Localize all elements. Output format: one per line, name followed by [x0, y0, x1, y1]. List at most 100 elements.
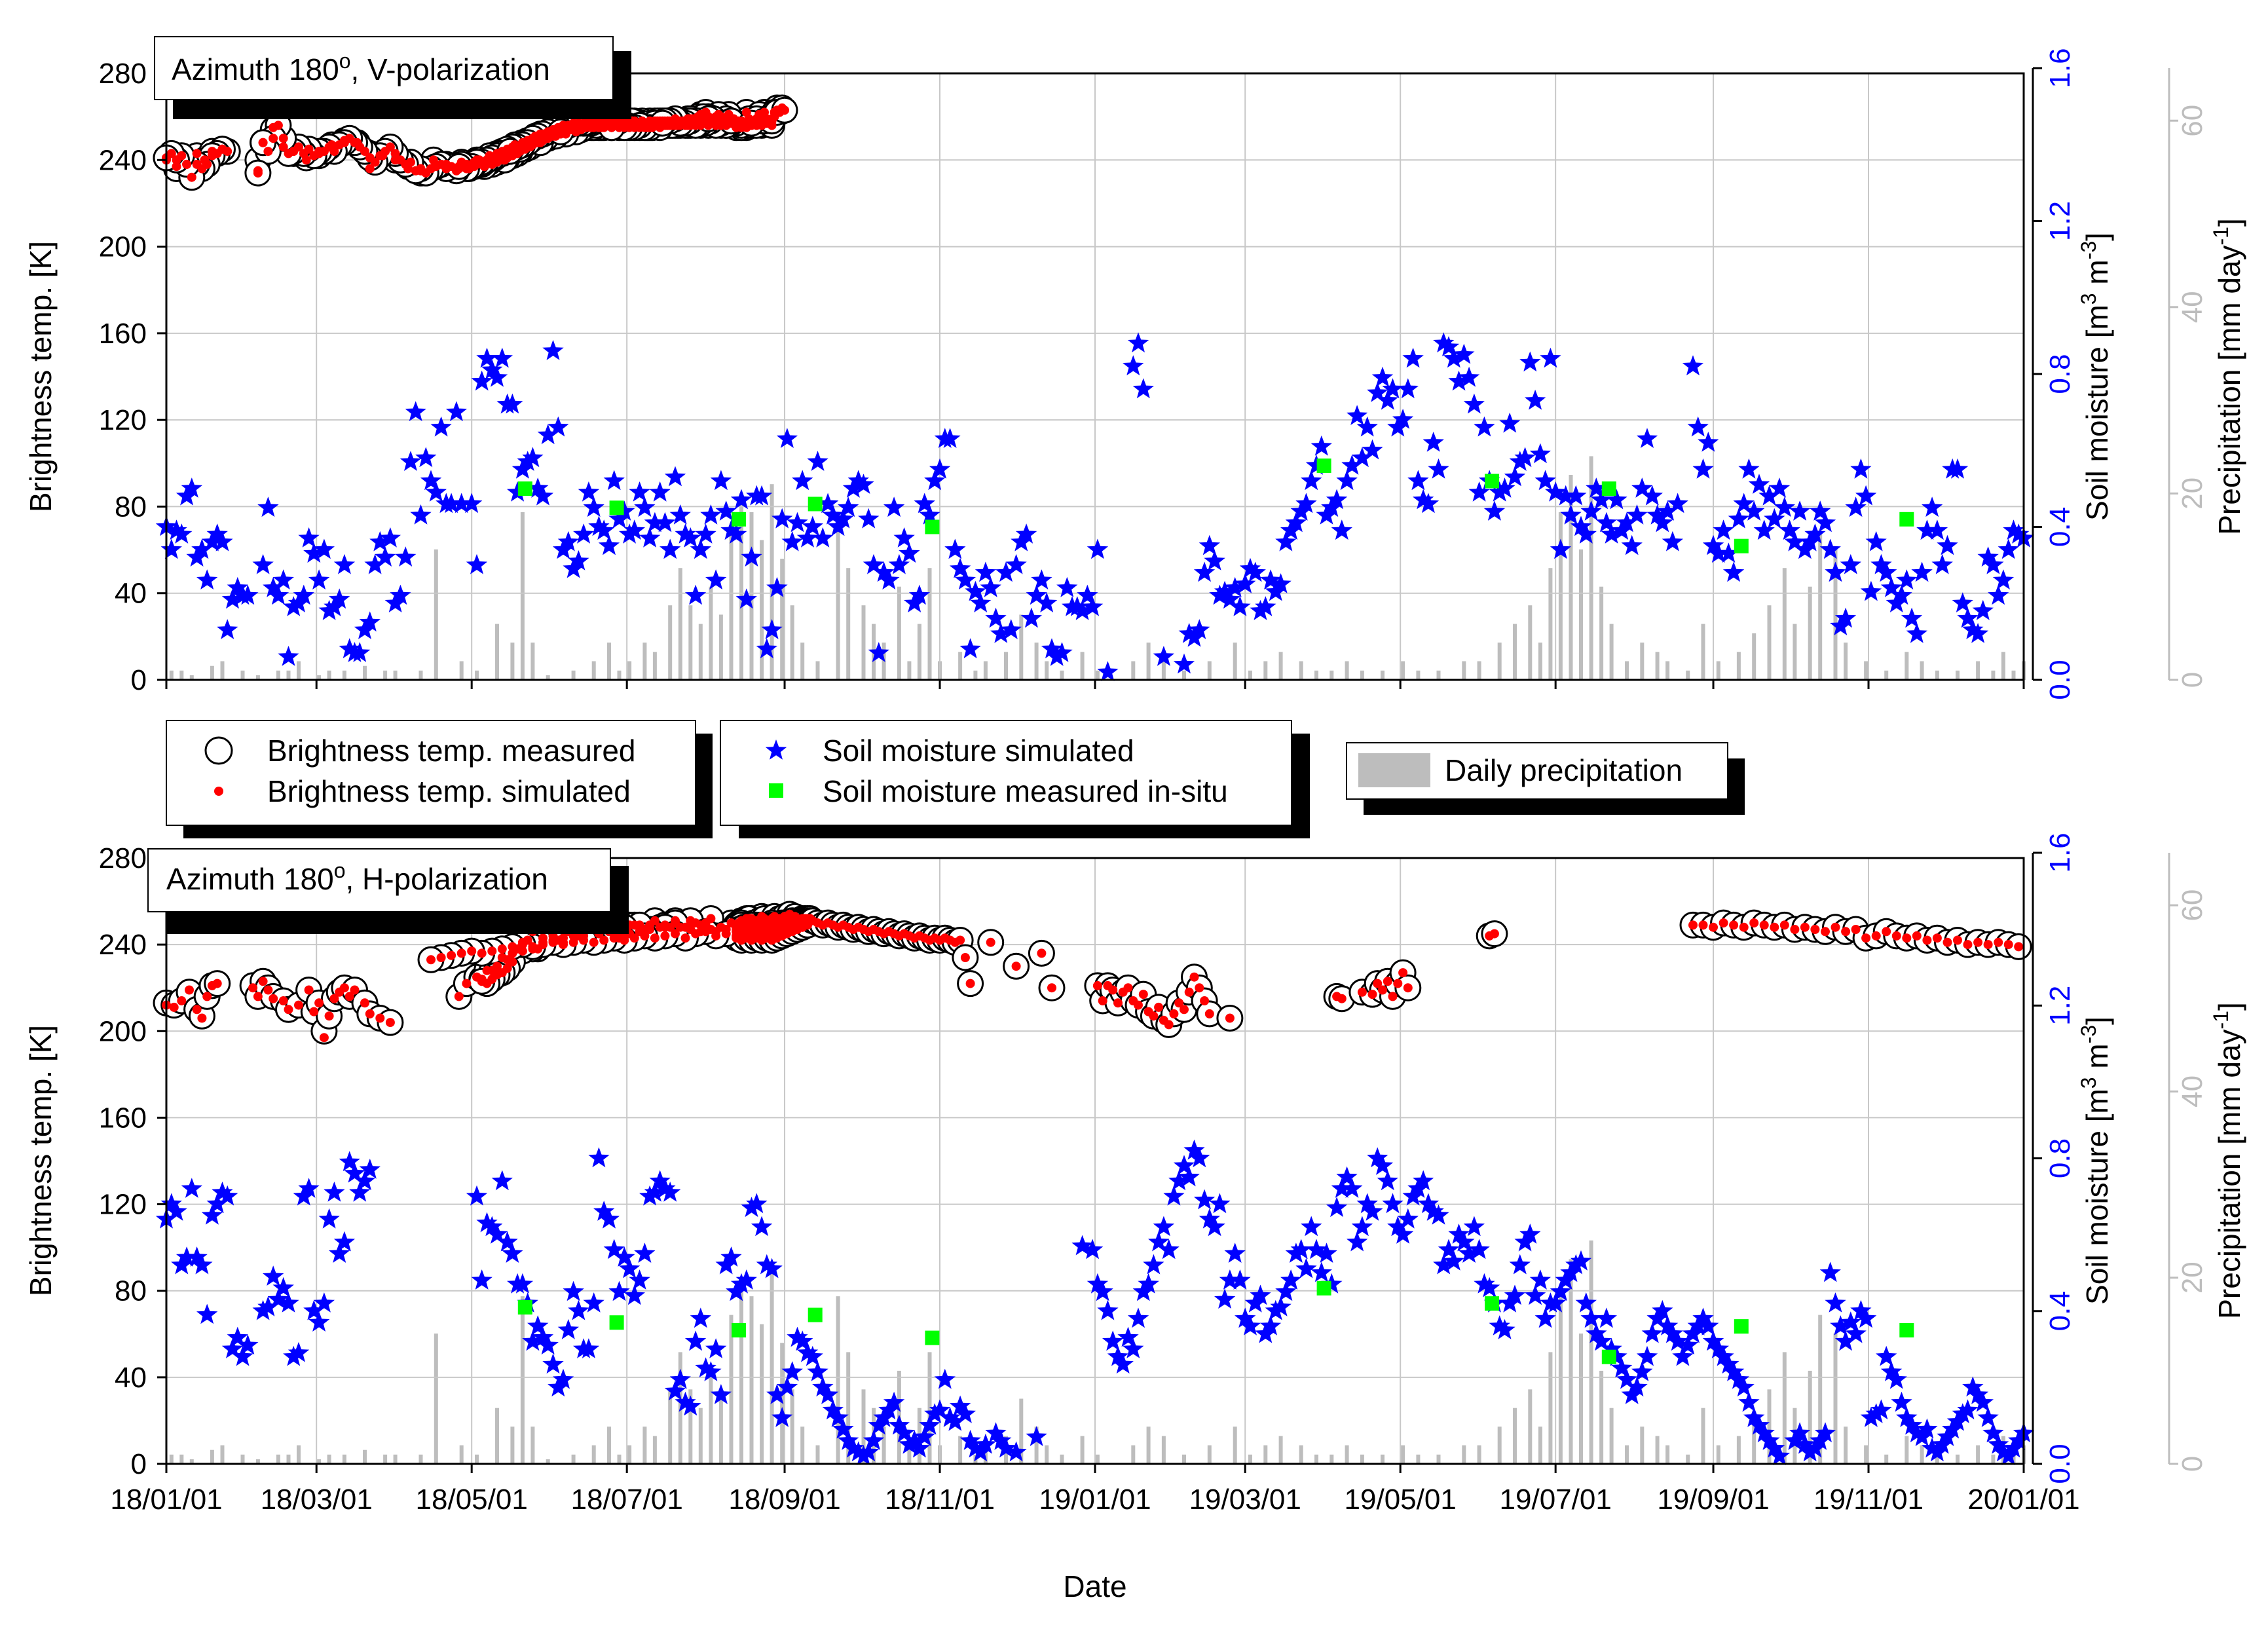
sm-sim-star	[1367, 382, 1388, 402]
sm-sim-star	[1524, 389, 1546, 410]
bt-simulated-marker	[192, 159, 202, 169]
sm-sim-star	[914, 493, 935, 514]
bt-simulated-marker	[1841, 927, 1851, 937]
bt-simulated-marker	[686, 916, 696, 925]
sm-sim-star	[792, 470, 813, 491]
bt-simulated-marker	[365, 164, 375, 174]
bt-simulated-marker	[477, 977, 487, 986]
panel-title-h: Azimuth 180o, H-polarization	[147, 848, 629, 934]
bt-simulated-marker	[650, 933, 660, 943]
sm-sim-star	[1321, 1273, 1343, 1294]
precip-bar	[1034, 643, 1039, 680]
panel-title-v-main: Azimuth 180	[172, 52, 339, 86]
sm-sim-star	[812, 527, 834, 548]
sm-sim-star	[1474, 416, 1495, 437]
sm-sim-star	[217, 619, 238, 639]
sm-sim-star	[1433, 332, 1455, 353]
sm-sim-star	[1026, 1426, 1047, 1446]
sm-sim-star	[1860, 580, 1882, 601]
sm-sim-star	[1087, 538, 1109, 559]
sm-sim-star	[1580, 500, 1602, 521]
sm-sim-star	[1509, 1254, 1531, 1275]
precip-bar	[1589, 456, 1593, 680]
sm-sim-star	[1774, 496, 1795, 517]
sm-sim-star	[548, 416, 569, 437]
sm-sim-star	[766, 1384, 788, 1404]
precip-bar	[1161, 1436, 1166, 1464]
precip-bar	[530, 1427, 535, 1464]
ylabel-bt-h: Brightness temp. [K]	[24, 1025, 58, 1296]
precip-bar	[1278, 652, 1283, 680]
sm-sim-star	[1438, 336, 1460, 356]
ylabel-sm-v-sup2: -3	[2077, 241, 2100, 259]
left-tick-label: 200	[99, 1015, 147, 1047]
bt-simulated-marker	[556, 127, 566, 137]
sm-sim-star	[1804, 523, 1826, 544]
precip-bar	[1569, 1259, 1573, 1464]
sm-sim-star	[1193, 561, 1216, 582]
sm-sim-star	[730, 1273, 753, 1294]
precip-bar	[1884, 670, 1889, 680]
sm-sim-star	[537, 1334, 559, 1354]
sm-sim-star	[476, 347, 498, 368]
bt-simulated-marker	[1902, 933, 1912, 943]
sm-sim-star	[2003, 519, 2024, 540]
precip-bar	[1716, 661, 1720, 680]
sm-sim-star	[1560, 504, 1582, 525]
bt-simulated-marker	[559, 940, 568, 950]
sm-sim-star	[1504, 466, 1526, 487]
bt-simulated-marker	[1393, 979, 1403, 988]
bt-simulated-marker	[2014, 942, 2024, 952]
sm-sim-star	[1371, 366, 1394, 387]
legend-sm-simulated-marker	[765, 739, 787, 760]
sm-sim-star	[1265, 1299, 1286, 1320]
bt-simulated-marker	[1047, 983, 1056, 993]
right-axis-sm-v: 0.0 0.4 0.8 1.2 1.6	[2032, 48, 2076, 700]
grid-h	[166, 858, 2024, 1464]
precip-bar	[363, 665, 367, 680]
sm-sim-star	[1514, 447, 1536, 468]
precip-bar	[627, 1445, 632, 1464]
sm-sim-star	[1443, 1250, 1464, 1271]
precip-bar	[210, 665, 214, 680]
sm-sim-star	[502, 1242, 523, 1263]
precip-bar	[1095, 1454, 1100, 1464]
precip-bar	[393, 670, 398, 680]
left-axis-v: 0 40 80 120 160 200 240 280	[99, 58, 2025, 696]
bt-simulated-marker	[620, 122, 629, 132]
sm-sim-star	[1341, 1178, 1363, 1198]
sm-sim-star	[730, 489, 753, 510]
sm-sim-star	[1656, 500, 1679, 521]
precip-bar	[1665, 1445, 1670, 1464]
sm-sim-star	[1977, 1407, 1999, 1427]
sm-sim-star	[726, 523, 747, 544]
sm-sim-star	[1819, 1261, 1841, 1282]
sm-insitu-marker	[925, 1330, 940, 1345]
sm-sim-star	[1641, 1322, 1663, 1343]
sm-sim-star	[1982, 1422, 2004, 1443]
precip-bar	[1345, 1445, 1349, 1464]
sm-sim-star	[614, 500, 635, 521]
sm-sim-star	[1967, 623, 1989, 643]
sm-sim-star	[1952, 592, 1973, 612]
sm-sim-star	[766, 576, 788, 597]
sm-sim-star	[1753, 519, 1775, 540]
ylabel-sm-h-end: ]	[2080, 1017, 2114, 1025]
sm-sim-star	[1138, 1273, 1159, 1294]
sm-sim-star	[1738, 458, 1760, 479]
sm-stars-h	[155, 1139, 2035, 1466]
sm-sim-star	[1229, 1269, 1251, 1290]
sm-sim-star	[1896, 569, 1918, 589]
legend-precip-label: Daily precipitation	[1445, 753, 1682, 787]
sm-sim-star	[410, 504, 432, 525]
precip-bar	[179, 1454, 184, 1464]
bt-simulated-marker	[956, 935, 965, 945]
sm-sim-star	[1071, 1235, 1093, 1256]
precip-bar	[983, 1445, 988, 1464]
sm-sim-star	[1102, 1330, 1124, 1351]
sm-insitu-marker	[1734, 538, 1749, 553]
sm-sim-star	[1555, 485, 1576, 506]
sm-sim-star	[802, 515, 823, 536]
sm-sim-star	[715, 500, 737, 521]
